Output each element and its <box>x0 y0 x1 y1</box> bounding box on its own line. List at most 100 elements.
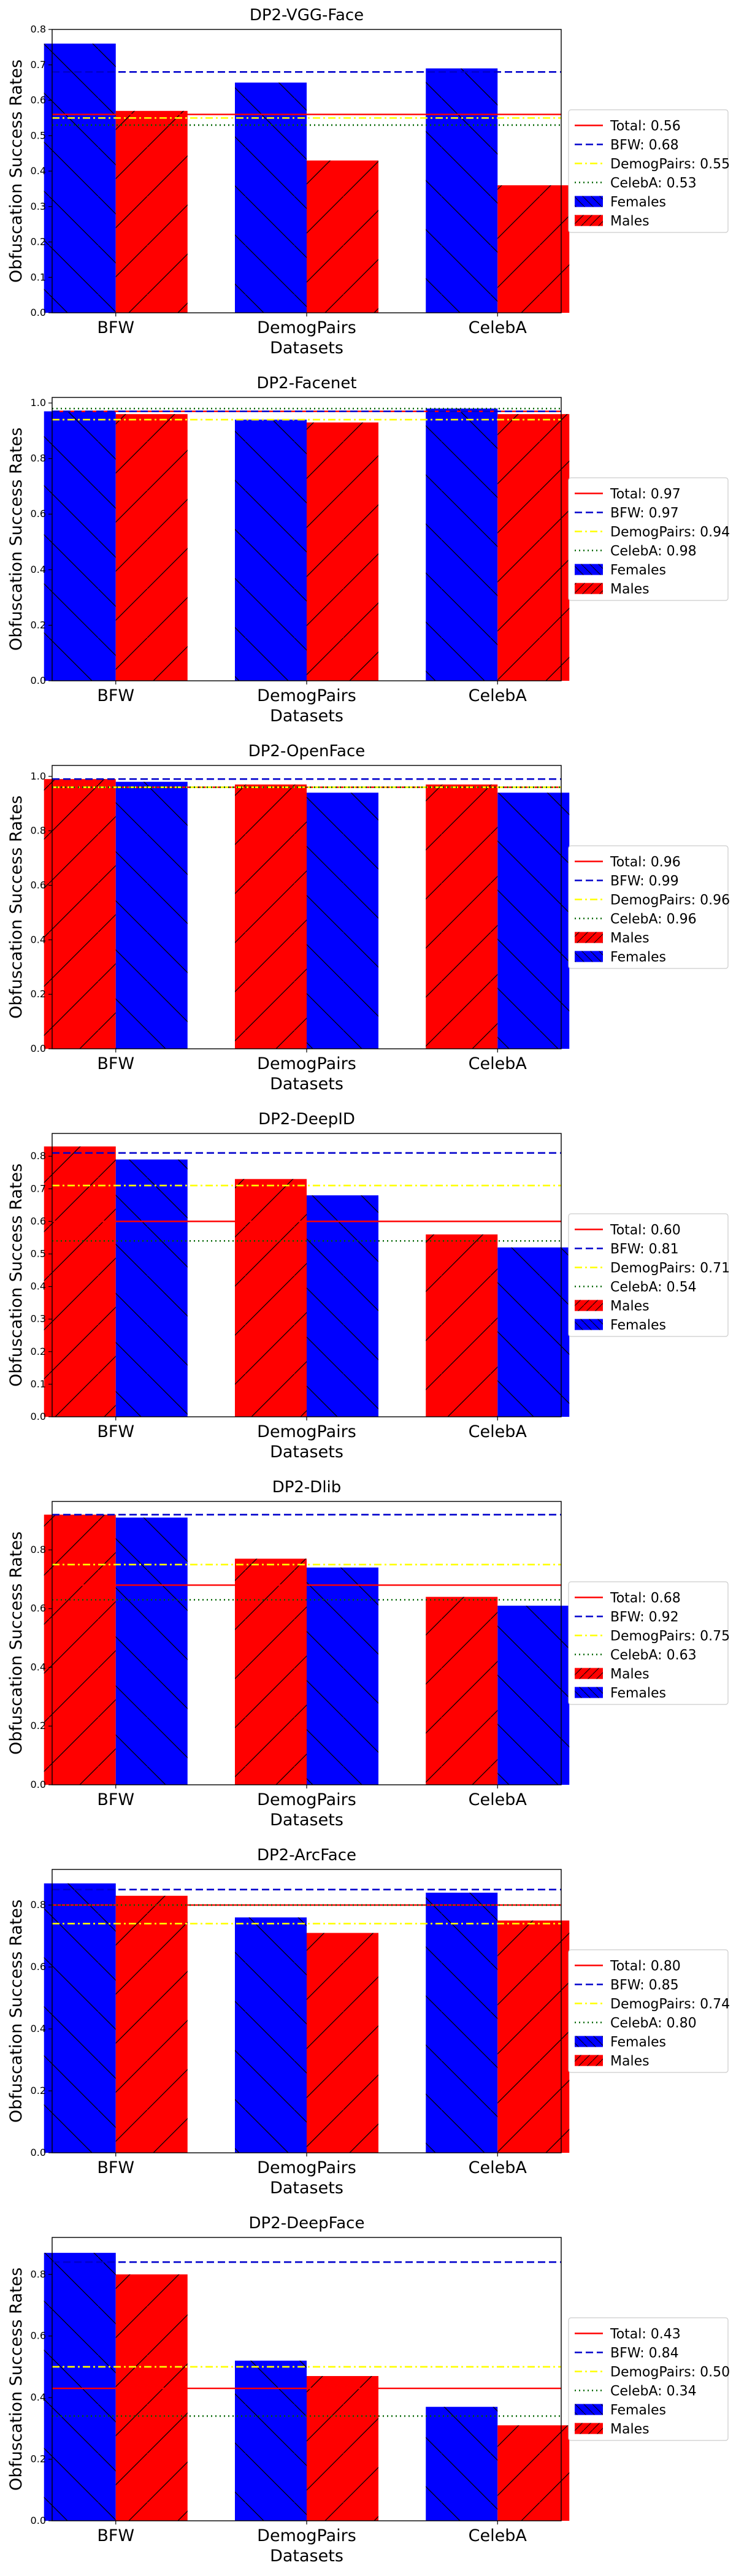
legend-label: Females <box>610 195 666 210</box>
x-axis-label: Datasets <box>270 2547 343 2566</box>
chart-title: DP2-Facenet <box>256 374 356 393</box>
legend-item: Males <box>575 2422 650 2437</box>
bar-males-bfw <box>115 2274 188 2521</box>
x-tick-label: DemogPairs <box>257 2158 356 2177</box>
x-tick-label: DemogPairs <box>257 1790 356 1809</box>
y-tick-label: 0.0 <box>31 2515 46 2526</box>
legend-label: Males <box>610 582 650 597</box>
x-axis-label: Datasets <box>270 1443 343 1462</box>
y-tick-label: 0.8 <box>31 1150 46 1162</box>
legend-box <box>568 1213 729 1337</box>
x-tick-label: CelebA <box>469 686 527 705</box>
y-tick-label: 0.0 <box>31 2147 46 2158</box>
legend-item: Males <box>575 214 650 229</box>
legend-item: Females <box>575 563 666 578</box>
y-tick-label: 0.8 <box>31 453 46 464</box>
bar-females-celeba <box>426 2407 498 2521</box>
bar-males-celeba <box>497 1920 570 2153</box>
y-tick-label: 0.6 <box>31 879 46 891</box>
legend-label: DemogPairs: 0.50 <box>610 2365 730 2380</box>
y-axis-label: Obfuscation Success Rates <box>7 1531 26 1755</box>
legend-label: CelebA: 0.98 <box>610 544 697 559</box>
bar-females-bfw <box>44 411 116 681</box>
x-tick-label: CelebA <box>469 1054 527 1073</box>
bar-females-celeba <box>497 792 570 1049</box>
y-tick-label: 0.3 <box>31 201 46 212</box>
legend-label: Total: 0.68 <box>610 1591 681 1606</box>
legend-label: BFW: 0.85 <box>610 1978 679 1993</box>
legend-item: Females <box>575 1686 666 1701</box>
bar-males-demogpairs <box>235 784 307 1049</box>
x-axis-label: Datasets <box>270 1075 343 1094</box>
y-tick-label: 0.4 <box>31 1281 46 1292</box>
legend-item: Females <box>575 2403 666 2418</box>
x-axis-label: Datasets <box>270 707 343 726</box>
legend-item: BFW: 0.92 <box>575 1610 679 1625</box>
legend-label: DemogPairs: 0.74 <box>610 1997 730 2012</box>
legend-item: CelebA: 0.96 <box>575 912 697 927</box>
legend-label: Total: 0.56 <box>610 119 681 134</box>
bar-males-bfw <box>115 110 188 313</box>
chart-title: DP2-Dlib <box>272 1478 342 1497</box>
legend-label: BFW: 0.97 <box>610 506 679 521</box>
chart-title: DP2-ArcFace <box>257 1846 356 1865</box>
legend-label: Females <box>610 1318 666 1333</box>
x-tick-label: BFW <box>97 2526 134 2545</box>
legend-item: Males <box>575 582 650 597</box>
bar-females-bfw <box>44 44 116 313</box>
y-tick-label: 0.5 <box>31 129 46 141</box>
y-axis-label: Obfuscation Success Rates <box>7 427 26 651</box>
chart-panel-5: DP2-Dlib 0.0 0.2 0.4 0.6 0.8 BFW DemogPairs Cele… <box>7 1478 730 1830</box>
bar-females-demogpairs <box>307 1195 378 1417</box>
bar-females-bfw <box>115 1159 188 1417</box>
legend-item: BFW: 0.81 <box>575 1242 679 1257</box>
legend-item: Males <box>575 931 650 946</box>
y-tick-label: 0.4 <box>31 564 46 575</box>
legend-label: Total: 0.43 <box>610 2327 681 2342</box>
legend-label: Females <box>610 1686 666 1701</box>
legend-label: Males <box>610 214 650 229</box>
bar-males-celeba <box>426 1234 498 1417</box>
x-tick-label: CelebA <box>469 2526 527 2545</box>
bar-females-celeba <box>426 408 498 681</box>
bar-males-celeba <box>497 2425 570 2521</box>
legend-label: Females <box>610 2403 666 2418</box>
legend-item: Total: 0.56 <box>575 119 681 134</box>
y-tick-label: 0.6 <box>31 1215 46 1227</box>
x-tick-label: CelebA <box>469 318 527 337</box>
legend-item: DemogPairs: 0.96 <box>575 893 730 908</box>
legend-item: Females <box>575 2035 666 2050</box>
legend-box <box>568 1581 729 1705</box>
chart-title: DP2-OpenFace <box>248 742 366 761</box>
y-tick-label: 0.6 <box>31 2330 46 2342</box>
y-tick-label: 0.2 <box>31 236 46 248</box>
bar-females-demogpairs <box>235 420 307 681</box>
legend-item: Females <box>575 1318 666 1333</box>
legend-label: Males <box>610 2054 650 2069</box>
legend-item: DemogPairs: 0.74 <box>575 1997 730 2012</box>
x-tick-label: BFW <box>97 1790 134 1809</box>
legend-label: DemogPairs: 0.96 <box>610 893 730 908</box>
legend: Total: 0.96 BFW: 0.99 DemogPairs: 0.96 Cele… <box>568 845 730 969</box>
bar-females-celeba <box>426 68 498 313</box>
y-tick-label: 0.6 <box>31 508 46 519</box>
y-tick-label: 0.8 <box>31 2268 46 2280</box>
bar-females-celeba <box>497 1247 570 1417</box>
legend-label: CelebA: 0.53 <box>610 176 697 191</box>
chart-panel-4: DP2-DeepID 0.0 0.1 0.2 0.3 0.4 0.5 0.6 0.7 0.8 BFW… <box>7 1110 730 1462</box>
y-tick-label: 0.3 <box>31 1313 46 1325</box>
legend-item: Males <box>575 1299 650 1314</box>
y-tick-label: 0.0 <box>31 675 46 686</box>
y-axis-label: Obfuscation Success Rates <box>7 2267 26 2491</box>
legend-item: CelebA: 0.98 <box>575 544 697 559</box>
legend-label: Males <box>610 931 650 946</box>
legend: Total: 0.97 BFW: 0.97 DemogPairs: 0.94 Cele… <box>568 477 730 601</box>
bar-males-celeba <box>426 784 498 1049</box>
legend-label: DemogPairs: 0.55 <box>610 157 730 172</box>
legend-item: Total: 0.60 <box>575 1223 681 1238</box>
legend-item: CelebA: 0.34 <box>575 2384 697 2399</box>
y-tick-label: 0.8 <box>31 23 46 35</box>
legend-label: Total: 0.96 <box>610 855 681 870</box>
legend-item: CelebA: 0.63 <box>575 1648 697 1663</box>
legend-label: Females <box>610 950 666 965</box>
